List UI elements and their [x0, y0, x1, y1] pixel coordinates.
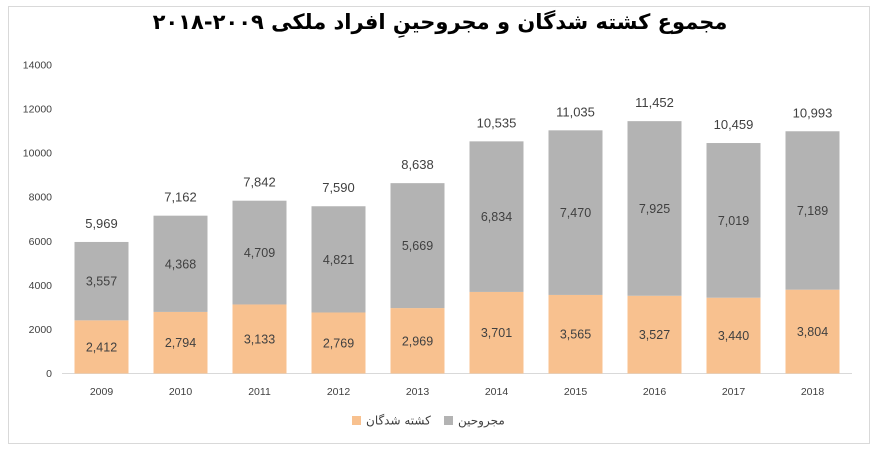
data-label-killed: 3,133 [244, 332, 275, 346]
y-tick-label: 6000 [29, 236, 53, 248]
bar-killed-2012 [311, 312, 366, 374]
bar-killed-2014 [469, 291, 524, 374]
bar-injured-2015 [548, 130, 603, 295]
data-label-injured: 6,834 [481, 210, 512, 224]
data-label-killed: 3,804 [797, 325, 828, 339]
data-label-injured: 7,925 [639, 202, 670, 216]
y-tick-label: 2000 [29, 324, 53, 336]
bar-killed-2016 [627, 295, 682, 374]
bar-killed-2011 [232, 304, 287, 374]
data-label-injured: 4,821 [323, 253, 354, 267]
bars: 2,412 3,557 5,969 2,794 4,368 7,162 3,133 4,709… [74, 95, 840, 374]
bar-killed-2018 [785, 289, 840, 374]
data-label-injured: 7,470 [560, 206, 591, 220]
data-label-total: 11,452 [635, 95, 674, 110]
y-tick-label: 10000 [23, 148, 52, 160]
x-tick-label: 2015 [564, 386, 588, 398]
data-label-killed: 2,969 [402, 334, 433, 348]
y-tick-label: 0 [46, 368, 52, 380]
data-label-killed: 3,565 [560, 328, 591, 342]
bar-injured-2010 [153, 215, 208, 312]
data-label-injured: 4,368 [165, 257, 196, 271]
legend-label: مجروحین [458, 414, 505, 429]
legend-swatch [352, 416, 361, 425]
bar-killed-2010 [153, 311, 208, 374]
bar-injured-2014 [469, 141, 524, 292]
bar-killed-2015 [548, 294, 603, 374]
data-label-total: 7,842 [243, 175, 276, 190]
x-tick-label: 2016 [643, 386, 667, 398]
data-label-killed: 2,794 [165, 336, 196, 350]
data-label-total: 7,590 [322, 180, 355, 195]
chart-title: مجموع کشته شدگان و مجروحینِ افراد ملکی ۲… [152, 10, 728, 34]
bar-injured-2016 [627, 121, 682, 296]
y-axis: 0 2000 4000 6000 8000 10000 12000 14000 [23, 60, 52, 381]
data-label-killed: 3,440 [718, 329, 749, 343]
legend-item-injured: مجروحین [444, 414, 505, 429]
x-tick-label: 2012 [327, 386, 351, 398]
x-tick-label: 2011 [248, 386, 271, 398]
bar-injured-2017 [706, 143, 761, 298]
legend-item-killed: کشته شدگان [352, 414, 431, 428]
data-label-total: 5,969 [85, 216, 118, 231]
data-label-killed: 2,412 [86, 340, 117, 354]
bar-killed-2017 [706, 297, 761, 374]
bar-injured-2009 [74, 241, 129, 321]
data-label-total: 8,638 [401, 157, 434, 172]
y-tick-label: 4000 [29, 280, 53, 292]
bar-injured-2013 [390, 183, 445, 309]
bar-injured-2012 [311, 206, 366, 313]
y-tick-label: 8000 [29, 192, 53, 204]
x-tick-label: 2014 [485, 386, 509, 398]
data-label-total: 11,035 [556, 104, 595, 119]
data-label-injured: 3,557 [86, 275, 117, 289]
legend-swatch [444, 416, 453, 425]
x-tick-label: 2010 [169, 386, 193, 398]
data-label-total: 10,459 [714, 117, 754, 132]
y-tick-label: 12000 [23, 104, 52, 116]
data-label-killed: 2,769 [323, 336, 354, 350]
x-tick-label: 2009 [90, 386, 114, 398]
x-tick-label: 2018 [801, 386, 825, 398]
bar-killed-2009 [74, 320, 129, 374]
legend: کشته شدگان مجروحین [352, 414, 505, 429]
y-tick-label: 14000 [23, 60, 52, 72]
bar-injured-2018 [785, 131, 840, 290]
data-label-total: 10,993 [793, 105, 833, 120]
data-label-injured: 4,709 [244, 246, 275, 260]
data-label-injured: 7,019 [718, 214, 749, 228]
x-tick-label: 2017 [722, 386, 746, 398]
data-label-total: 10,535 [477, 115, 517, 130]
data-label-total: 7,162 [164, 190, 197, 205]
data-label-killed: 3,701 [481, 326, 512, 340]
data-label-injured: 7,189 [797, 204, 828, 218]
x-tick-label: 2013 [406, 386, 430, 398]
x-axis: 2009 2010 2011 2012 2013 2014 2015 2016 2017 2018 [90, 386, 825, 398]
bar-injured-2011 [232, 200, 287, 305]
legend-label: کشته شدگان [366, 414, 431, 428]
bar-killed-2013 [390, 308, 445, 374]
data-label-killed: 3,527 [639, 328, 670, 342]
data-label-injured: 5,669 [402, 239, 433, 253]
